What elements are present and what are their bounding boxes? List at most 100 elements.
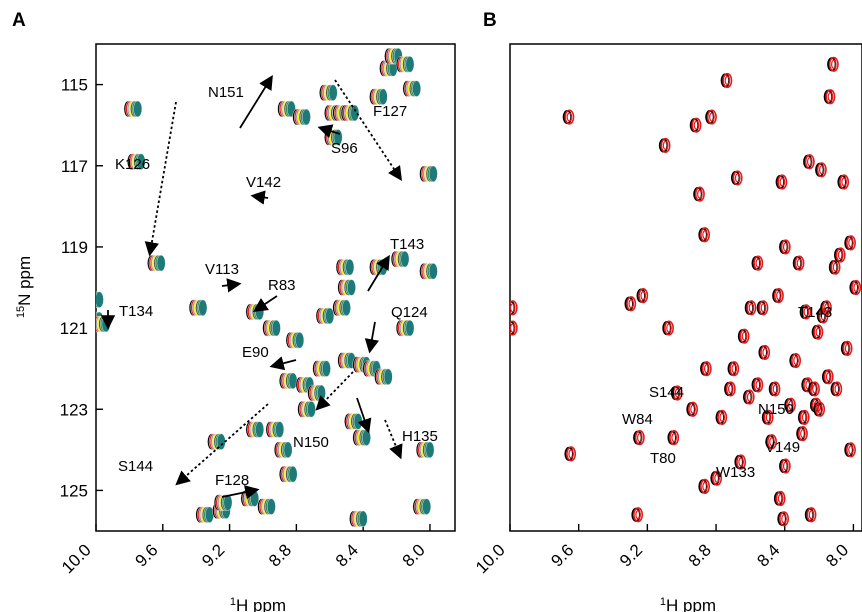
peak-contour [405, 319, 415, 337]
peak-contour [353, 413, 363, 430]
peak-contour-inner [796, 258, 803, 268]
shift-arrow [356, 397, 372, 434]
peak-contour-inner [769, 437, 775, 447]
peak-contour-inner [812, 384, 818, 394]
peak-contour [101, 315, 111, 333]
peak-contour [378, 88, 388, 105]
peak-contour-red [780, 458, 791, 474]
peak-contour-inner [714, 473, 720, 483]
peak-contour [87, 312, 95, 328]
peak-contour-red [688, 401, 699, 417]
peak-contour-red [794, 255, 805, 271]
peak-contour-red [564, 109, 575, 125]
peak-contour-inner [693, 120, 700, 130]
peak-contour [425, 441, 435, 459]
peak-contour-red [712, 470, 723, 486]
peak-contour-inner [844, 343, 851, 353]
peak-contour-inner [777, 493, 784, 504]
peak-contour-inner [690, 404, 696, 414]
peak-contour-red [763, 409, 774, 425]
peak-contour [156, 254, 166, 272]
peak-contour-red [835, 247, 846, 263]
peak-contour-inner [510, 303, 516, 313]
x-tick-label: 8.4 [753, 540, 783, 570]
y-tick-label: 123 [60, 400, 88, 419]
shift-arrow [384, 419, 403, 460]
peak-contour-red [839, 174, 850, 190]
plot-frame [509, 43, 862, 532]
shift-arrow [221, 278, 242, 293]
peak-contour-inner [724, 75, 731, 86]
shift-arrow [250, 190, 269, 205]
x-tick-label: 8.0 [399, 540, 429, 570]
peak-contour-inner [781, 514, 787, 524]
peak-contour-red [691, 117, 702, 133]
peak-contour [362, 429, 371, 446]
peak-contour-red [801, 304, 812, 320]
peak-contour-red [809, 381, 820, 397]
shift-arrow [144, 101, 177, 257]
peak-contour-red [732, 170, 743, 186]
peak-contour-inner [662, 140, 669, 151]
peak-contour [422, 498, 432, 515]
peak-contour-red [770, 381, 781, 397]
shift-arrow [315, 371, 354, 411]
residue-label-r83: R83 [268, 277, 296, 294]
peak-contour [428, 263, 438, 280]
residue-label-w133: W133 [716, 464, 755, 481]
peak-contour-red [845, 235, 856, 251]
peak-contour-inner [841, 177, 847, 187]
peak-contour-red [753, 377, 764, 393]
peak-contour [400, 250, 410, 268]
peak-contour-red [797, 426, 808, 442]
peak-contour [275, 421, 285, 438]
peak-contour-red [744, 389, 755, 405]
peak-contour-red [823, 369, 834, 385]
x-tick-label: 9.2 [616, 540, 646, 570]
peak-contour-red [669, 430, 680, 446]
shift-arrow [269, 356, 297, 371]
peak-contour-red [842, 340, 853, 356]
shift-arrow [317, 124, 341, 139]
peak-contour-red [729, 361, 740, 377]
peak-contour-inner [709, 112, 715, 122]
peak-contour-inner [818, 165, 825, 175]
peak-contour-inner [815, 327, 822, 337]
x-tick-label: 10.0 [58, 540, 95, 577]
peak-contour-inner [782, 461, 789, 471]
peak-contour-red [638, 288, 649, 304]
peak-contour-inner [834, 384, 841, 394]
peak-contour [87, 292, 95, 308]
peak-contour-inner [635, 510, 641, 520]
peak-contour-red [760, 344, 771, 361]
peak-contour-red [780, 239, 791, 255]
peak-contour-red [739, 328, 750, 344]
peak-contour-red [806, 507, 817, 523]
peak-contour-inner [824, 303, 830, 313]
residue-label-t143: T143 [390, 236, 424, 253]
y-tick-label: 115 [61, 76, 88, 95]
peak-contour-inner [748, 303, 755, 313]
peak-contour-red [722, 72, 733, 89]
peak-contour-inner [727, 384, 734, 394]
peak-contour [325, 307, 335, 325]
peak-contour [347, 279, 356, 296]
residue-label-k126: K126 [115, 156, 150, 173]
shift-arrow [221, 485, 260, 500]
peak-contour [198, 299, 208, 316]
peak-contour [342, 299, 351, 316]
peaks [510, 56, 862, 527]
peak-contour-inner [674, 388, 681, 398]
x-axis-label: 1H ppm [230, 596, 286, 612]
x-tick-label: 8.8 [265, 540, 295, 570]
residue-label-h135: H135 [402, 428, 438, 445]
peak-contour-red [700, 478, 711, 494]
residue-label-t80: T80 [650, 450, 676, 467]
peak-contour-red [825, 89, 836, 105]
residue-label-v113: V113 [205, 261, 239, 278]
peak-contour-inner [772, 384, 779, 394]
peak-contour-inner [702, 481, 708, 491]
peak-contour-red [791, 352, 802, 369]
y-axis-label: 15N ppm [15, 256, 34, 318]
